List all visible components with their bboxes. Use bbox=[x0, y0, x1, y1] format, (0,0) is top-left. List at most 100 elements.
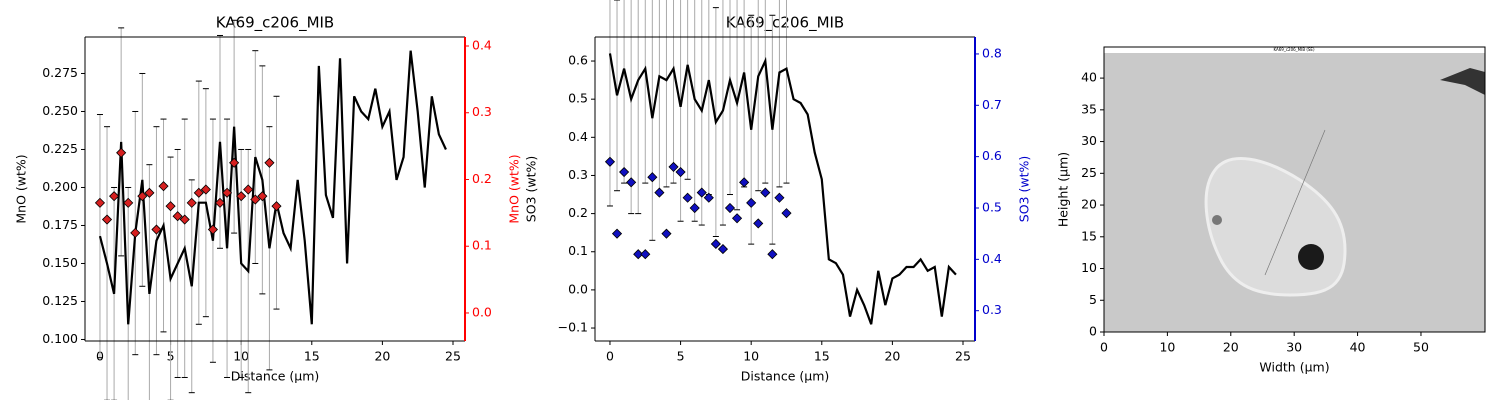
x-tick-label: 5 bbox=[677, 349, 685, 364]
y2-axis-label: MnO (wt%) bbox=[507, 154, 522, 223]
error-bar bbox=[635, 0, 642, 215]
x-tick-label: 25 bbox=[955, 349, 971, 364]
diamond-marker bbox=[144, 187, 155, 198]
y-tick-label: 15 bbox=[1081, 228, 1097, 243]
x-tick-label: 30 bbox=[1286, 340, 1302, 355]
sem-image: KA69_c206_MIB (SE) bbox=[1104, 47, 1485, 332]
diamond-marker bbox=[94, 197, 106, 208]
diamond-marker bbox=[710, 238, 721, 250]
diamond-marker bbox=[137, 191, 148, 202]
diamond-marker bbox=[753, 218, 764, 229]
image-title: KA69_c206_MIB (SE) bbox=[1273, 47, 1314, 52]
diamond-marker bbox=[123, 197, 134, 208]
diamond-marker bbox=[724, 202, 736, 214]
y-tick-label: 0.4 bbox=[568, 129, 588, 144]
x-tick-label: 20 bbox=[374, 349, 390, 364]
y2-tick-label: 0.6 bbox=[982, 148, 1002, 163]
y-axis-label: SO3 (wt%) bbox=[524, 156, 539, 222]
diamond-marker bbox=[264, 157, 275, 168]
diamond-marker bbox=[696, 187, 707, 198]
y-tick-label: 0.0 bbox=[568, 281, 588, 296]
x-tick-label: 20 bbox=[884, 349, 900, 364]
axes-frame bbox=[1103, 46, 1486, 333]
y-tick-label: 0 bbox=[1089, 324, 1097, 339]
y-axis-label: MnO (wt%) bbox=[14, 154, 29, 223]
x-tick-label: 15 bbox=[304, 349, 320, 364]
y-tick-label: 20 bbox=[1081, 197, 1097, 212]
profile-line bbox=[1264, 129, 1326, 276]
error-bar bbox=[684, 0, 691, 180]
diamond-marker bbox=[271, 201, 282, 212]
diamond-marker bbox=[221, 187, 233, 198]
diamond-marker bbox=[158, 181, 169, 192]
diamond-marker bbox=[675, 166, 686, 178]
diamond-marker bbox=[229, 157, 240, 168]
y-tick-label: 0.2 bbox=[568, 205, 588, 220]
y2-tick-label: 0.0 bbox=[472, 304, 492, 319]
diamond-marker bbox=[116, 147, 127, 158]
error-bar bbox=[621, 0, 628, 184]
error-bar bbox=[677, 0, 684, 222]
y-tick-label: 0.5 bbox=[568, 91, 588, 106]
diamond-marker bbox=[207, 224, 219, 235]
y-tick-label: 0.175 bbox=[42, 217, 78, 232]
diamond-marker bbox=[661, 228, 672, 239]
error-bar bbox=[606, 0, 613, 207]
y-tick-label: 35 bbox=[1081, 101, 1097, 116]
data-line bbox=[608, 53, 957, 325]
y2-tick-label: 0.8 bbox=[982, 45, 1002, 60]
y2-tick-label: 0.2 bbox=[472, 171, 492, 186]
diamond-marker bbox=[703, 192, 714, 203]
y-tick-label: 0.3 bbox=[568, 167, 588, 182]
y2-axis-label: SO3 (wt%) bbox=[1017, 156, 1032, 222]
x-tick-label: 50 bbox=[1413, 340, 1429, 355]
y-tick-label: 5 bbox=[1089, 292, 1097, 307]
image-header bbox=[1104, 47, 1485, 53]
x-axis-label: Distance (µm) bbox=[741, 369, 830, 384]
debris bbox=[1440, 68, 1485, 95]
diamond-marker bbox=[151, 224, 162, 235]
diamond-marker bbox=[668, 161, 679, 172]
diamond-marker bbox=[130, 227, 141, 238]
diamond-marker bbox=[214, 197, 226, 208]
x-tick-label: 25 bbox=[445, 349, 461, 364]
y-axis-label: Height (µm) bbox=[1056, 152, 1071, 227]
y-tick-label: 0.1 bbox=[568, 243, 588, 258]
diamond-marker bbox=[101, 214, 113, 225]
diamond-marker bbox=[781, 208, 792, 219]
error-bar bbox=[663, 0, 670, 188]
y-tick-label: 30 bbox=[1081, 133, 1097, 148]
diamond-marker bbox=[682, 192, 693, 203]
diamond-marker bbox=[760, 187, 771, 198]
y-tick-label: 10 bbox=[1081, 260, 1097, 275]
diamond-marker bbox=[739, 177, 750, 188]
x-tick-label: 0 bbox=[1100, 340, 1108, 355]
error-bar bbox=[649, 0, 656, 241]
x-axis-label: Distance (µm) bbox=[231, 369, 320, 384]
diamond-marker bbox=[604, 156, 616, 167]
diamond-marker bbox=[243, 184, 254, 195]
x-tick-label: 0 bbox=[606, 349, 614, 364]
diamond-marker bbox=[774, 192, 785, 203]
diamond-marker bbox=[626, 177, 637, 188]
y-tick-label: 25 bbox=[1081, 165, 1097, 180]
diamond-marker bbox=[731, 213, 743, 224]
diamond-marker bbox=[179, 214, 190, 225]
diamond-marker bbox=[746, 197, 757, 208]
y-tick-label: 0.250 bbox=[42, 103, 78, 118]
diamond-marker bbox=[647, 172, 658, 183]
y-tick-label: 0.200 bbox=[42, 179, 78, 194]
y-tick-label: −0.1 bbox=[558, 320, 588, 335]
y-tick-label: 0.6 bbox=[568, 53, 588, 68]
error-bar bbox=[670, 0, 677, 184]
error-bar bbox=[691, 0, 698, 222]
inclusion bbox=[1298, 244, 1324, 270]
diamond-marker bbox=[619, 166, 630, 178]
diamond-marker bbox=[109, 191, 120, 202]
y-tick-label: 0.125 bbox=[42, 293, 78, 308]
y2-tick-label: 0.3 bbox=[472, 104, 492, 119]
y-tick-label: 0.225 bbox=[42, 141, 78, 156]
diamond-marker bbox=[640, 249, 651, 260]
diamond-marker bbox=[165, 201, 176, 212]
